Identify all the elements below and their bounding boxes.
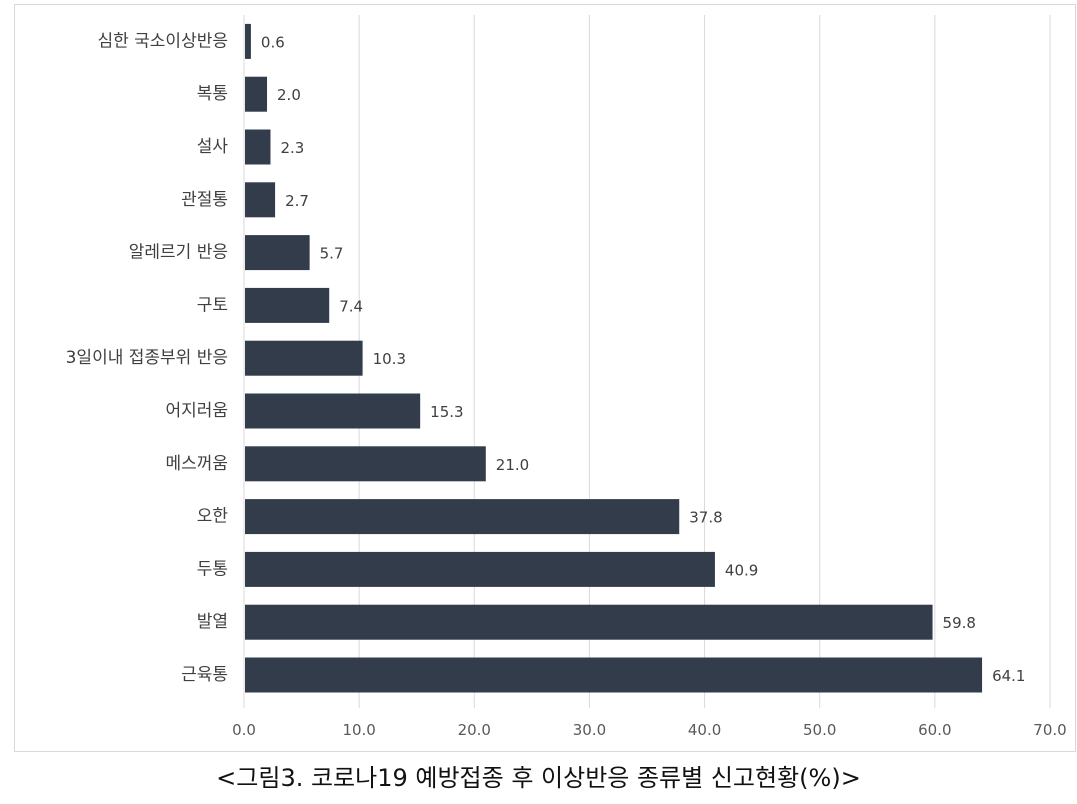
chart-caption: <그림3. 코로나19 예방접종 후 이상반응 종류별 신고현황(%)> (216, 764, 861, 792)
category-label: 근육통 (181, 665, 228, 685)
category-label: 메스꺼움 (165, 454, 228, 474)
x-tick-label: 0.0 (232, 721, 256, 739)
bar (245, 657, 983, 693)
bar (245, 604, 933, 640)
bar (245, 287, 330, 323)
category-label: 3일이내 접종부위 반응 (66, 348, 228, 368)
x-tick-label: 50.0 (803, 721, 836, 739)
data-label: 10.3 (373, 350, 406, 368)
category-label: 발열 (197, 612, 228, 632)
category-label: 오한 (197, 507, 229, 527)
data-label: 21.0 (496, 456, 529, 474)
category-label: 심한 국소이상반응 (97, 31, 228, 51)
data-label: 2.3 (280, 139, 304, 157)
data-label: 59.8 (943, 614, 976, 632)
x-tick-label: 70.0 (1033, 721, 1066, 739)
category-label: 구토 (197, 295, 228, 315)
category-label: 복통 (197, 84, 228, 104)
data-label: 5.7 (320, 245, 344, 263)
data-label: 40.9 (725, 561, 758, 579)
bar (245, 76, 268, 112)
category-label: 설사 (197, 137, 229, 157)
category-label: 관절통 (181, 190, 228, 210)
category-label: 알레르기 반응 (129, 243, 228, 263)
bar (245, 23, 251, 59)
bar (245, 235, 310, 271)
data-label: 15.3 (430, 403, 463, 421)
data-label: 0.6 (261, 33, 285, 51)
x-tick-label: 60.0 (918, 721, 951, 739)
data-label: 37.8 (689, 509, 722, 527)
x-tick-label: 40.0 (688, 721, 721, 739)
data-label: 2.0 (277, 86, 301, 104)
bar (245, 340, 363, 376)
data-label: 2.7 (285, 192, 309, 210)
data-label: 64.1 (992, 667, 1025, 685)
data-label: 7.4 (339, 297, 363, 315)
bar (245, 393, 421, 429)
bar (245, 551, 715, 587)
x-tick-label: 30.0 (573, 721, 606, 739)
bar (245, 129, 271, 165)
x-tick-label: 10.0 (342, 721, 375, 739)
x-tick-label: 20.0 (458, 721, 491, 739)
bar-chart: 심한 국소이상반응 0.6 복통 2.0 설사 2.3 관절통 2.7 알레르기 반응 5.7 구토… (66, 15, 1067, 739)
bar (245, 446, 486, 482)
bar (245, 499, 680, 535)
category-label: 두통 (197, 559, 228, 579)
bar (245, 182, 276, 218)
category-label: 어지러움 (165, 401, 228, 421)
